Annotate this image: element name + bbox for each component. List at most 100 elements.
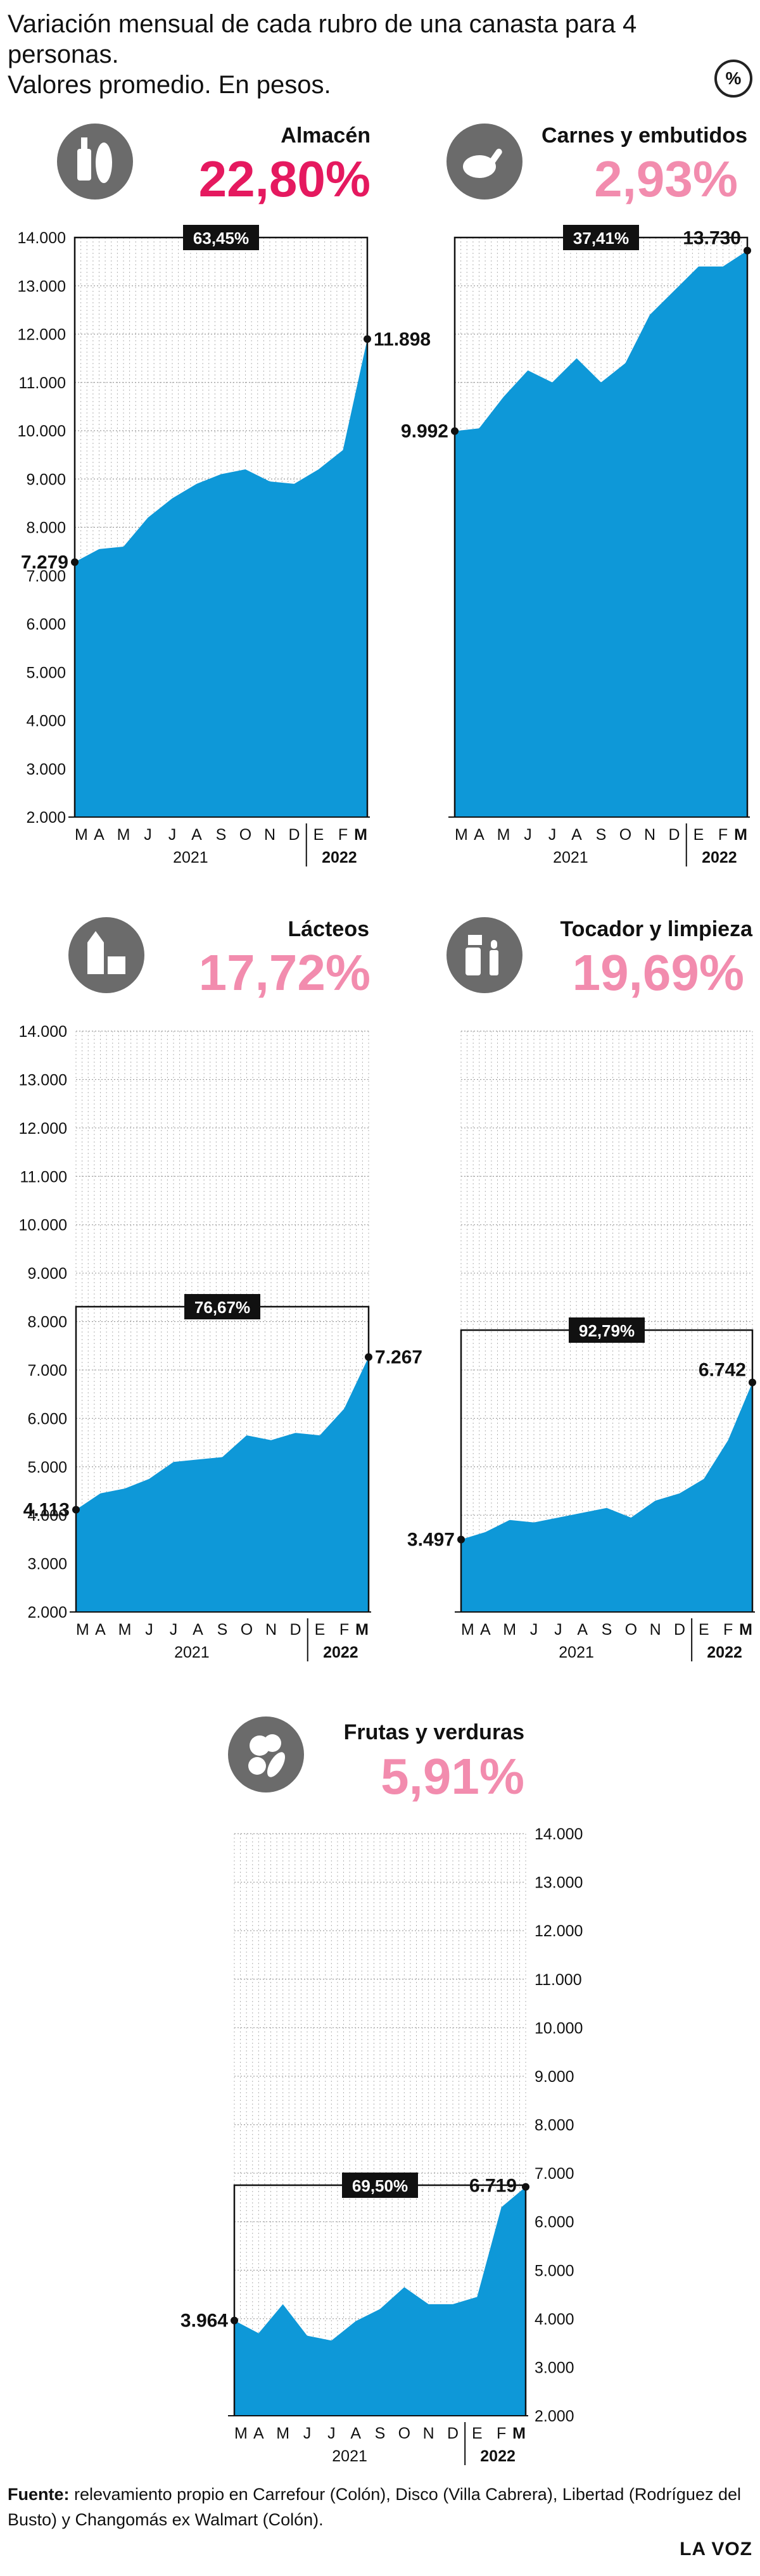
percent-icon: % [714, 60, 752, 98]
x-tick-label: D [447, 2425, 459, 2442]
x-tick-label: A [253, 2425, 264, 2442]
y-tick-label: 9.000 [27, 1265, 67, 1283]
y-tick-label: 6.000 [535, 2214, 574, 2231]
y-tick-label: 11.000 [18, 374, 66, 392]
y-tick-label: 6.000 [26, 616, 66, 633]
year-label-2022: 2022 [702, 849, 737, 866]
chicken-bone-shape [488, 148, 502, 166]
x-tick-label: A [350, 2425, 361, 2442]
footer-source: Fuente: relevamiento propio en Carrefour… [8, 2482, 752, 2532]
end-value-label: 6.719 [469, 2176, 517, 2197]
y-tick-label: 7.000 [26, 568, 66, 585]
year-label-2022: 2022 [323, 1644, 358, 1661]
x-tick-label: A [571, 826, 582, 844]
x-tick-label: A [474, 826, 484, 844]
end-point [744, 246, 751, 255]
x-tick-label: M [118, 1621, 132, 1639]
apple-shape [248, 1757, 266, 1775]
x-tick-label: M [497, 826, 510, 844]
x-tick-label: D [289, 1621, 301, 1639]
variation-badge-label: 76,67% [194, 1298, 250, 1317]
x-tick-label: O [241, 1621, 253, 1639]
y-tick-label: 8.000 [27, 1314, 67, 1331]
y-tick-label: 10.000 [535, 2019, 583, 2037]
y-tick-label: 6.000 [27, 1410, 67, 1428]
footer-source-text: relevamiento propio en Carrefour (Colón)… [8, 2485, 741, 2529]
y-tick-label: 11.000 [20, 1168, 67, 1186]
variation-badge [183, 225, 259, 250]
cosmetic-tip-shape [491, 940, 497, 949]
x-tick-label: F [339, 1621, 349, 1639]
year-label-2021: 2021 [559, 1644, 594, 1661]
chart-title: Tocador y limpieza [560, 917, 753, 941]
x-tick-label: S [596, 826, 607, 844]
variation-badge [184, 1294, 260, 1319]
y-tick-label: 12.000 [535, 1922, 583, 1940]
bottle-shape [77, 149, 91, 181]
footer-source-label: Fuente: [8, 2485, 70, 2504]
variation-badge [342, 2173, 418, 2198]
chart-title: Carnes y embutidos [542, 124, 747, 148]
fruits-vegetables-icon [228, 1716, 304, 1792]
end-value-label: 11.898 [374, 329, 431, 350]
x-tick-label: M [354, 826, 367, 844]
y-tick-label: 7.000 [535, 2165, 574, 2183]
x-tick-label: O [625, 1621, 637, 1639]
x-tick-label: A [95, 1621, 106, 1639]
y-tick-label: 14.000 [19, 1023, 67, 1041]
x-tick-label: O [398, 2425, 410, 2442]
end-value-label: 7.267 [375, 1347, 422, 1368]
x-tick-label: J [144, 826, 152, 844]
chart-5: Frutas y verduras 5,91% 69,50% 2.000 3.000 4.… [180, 1716, 583, 2465]
cheese-shape [108, 956, 125, 974]
year-label-2021: 2021 [553, 849, 588, 866]
x-tick-label: E [472, 2425, 483, 2442]
x-tick-label: E [699, 1621, 709, 1639]
year-label-2022: 2022 [707, 1644, 742, 1661]
year-label-2022: 2022 [322, 849, 357, 866]
x-tick-label: M [734, 826, 747, 844]
x-tick-label: N [423, 2425, 434, 2442]
y-tick-label: 3.000 [27, 1556, 67, 1573]
y-tick-label: 13.000 [19, 1071, 67, 1089]
x-tick-label: J [554, 1621, 562, 1639]
chart-percent: 5,91% [381, 1748, 524, 1805]
x-tick-label: N [265, 1621, 277, 1639]
x-tick-label: S [375, 2425, 386, 2442]
x-tick-label: D [668, 826, 680, 844]
chicken-body-shape [463, 155, 496, 178]
x-tick-label: M [76, 1621, 89, 1639]
spray-bottle-shape [466, 948, 481, 975]
y-tick-label: 13.000 [18, 277, 66, 295]
x-tick-label: D [288, 826, 300, 844]
x-tick-label: M [739, 1621, 752, 1639]
y-tick-label: 3.000 [535, 2359, 574, 2376]
brand-logo-text: LA VOZ [680, 2539, 752, 2560]
y-tick-label: 7.000 [27, 1362, 67, 1380]
y-tick-label: 4.000 [27, 1507, 67, 1525]
area-series [461, 1382, 752, 1612]
spray-head-shape [468, 935, 482, 945]
y-tick-label: 5.000 [535, 2262, 574, 2280]
y-tick-label: 12.000 [19, 1120, 67, 1138]
y-tick-label: 3.000 [26, 761, 66, 778]
variation-badge-label: 92,79% [579, 1321, 635, 1340]
start-value-label: 4.113 [23, 1500, 70, 1521]
grocery-bottle-bread-icon [57, 124, 133, 200]
milk-carton-shape [87, 942, 104, 974]
start-value-label: 7.279 [21, 552, 68, 573]
end-point [749, 1378, 756, 1386]
carrot-shape [267, 1752, 285, 1777]
y-tick-label: 4.000 [26, 713, 66, 730]
area-series [455, 250, 747, 817]
year-label-2021: 2021 [174, 1644, 210, 1661]
end-value-label: 6.742 [699, 1360, 746, 1381]
chart-1: Almacén 22,80% 63,45% 2.000 3.000 4.000 5.000 6… [18, 124, 431, 866]
x-tick-label: A [480, 1621, 491, 1639]
chart-percent: 17,72% [199, 944, 370, 1001]
start-point [71, 558, 79, 566]
y-tick-label: 9.000 [535, 2068, 574, 2086]
